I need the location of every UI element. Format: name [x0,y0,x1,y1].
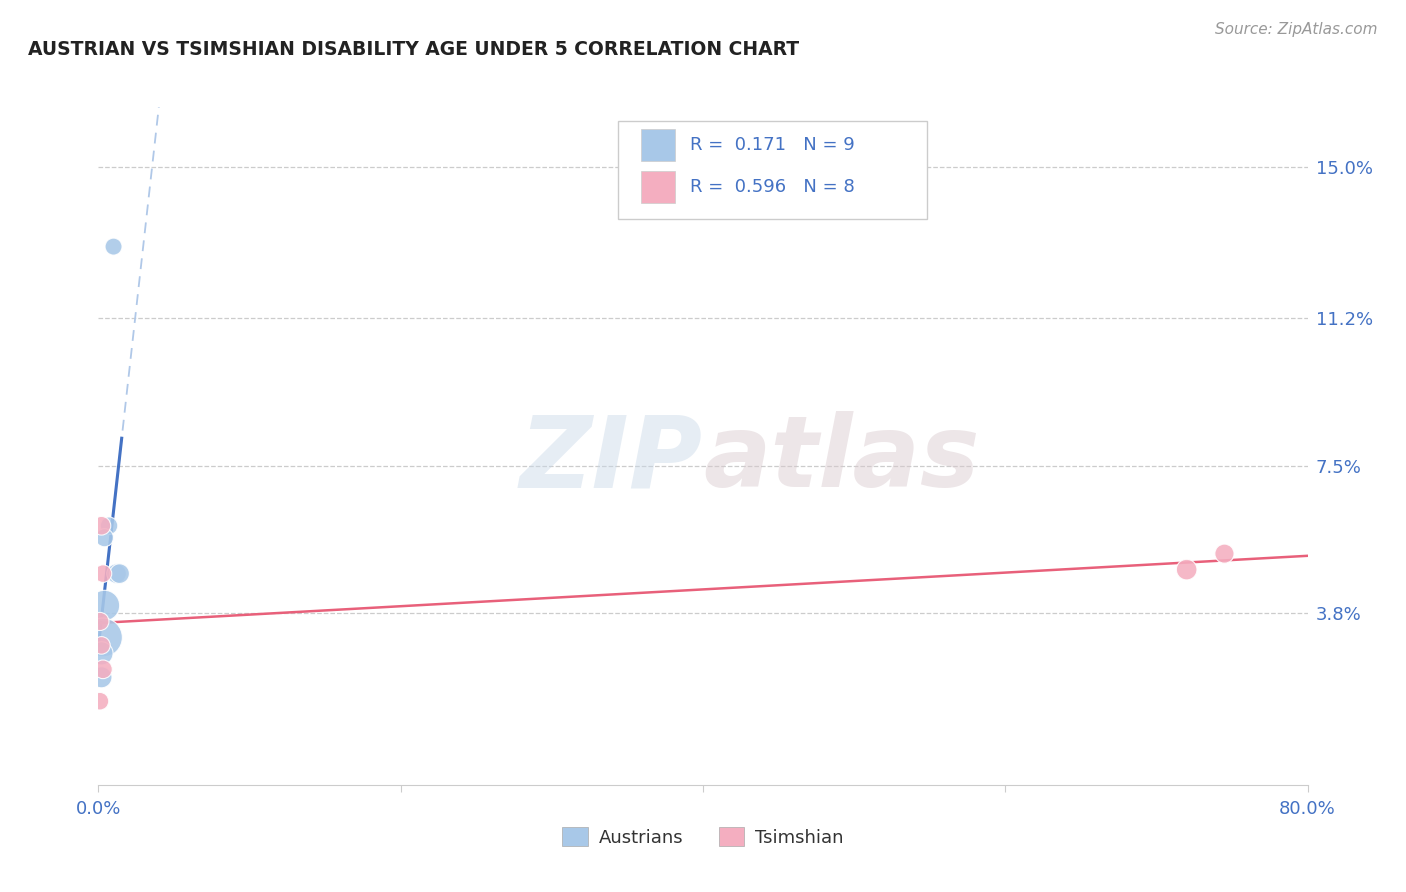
Text: Source: ZipAtlas.com: Source: ZipAtlas.com [1215,22,1378,37]
Point [98,518,121,533]
Point [90,639,112,653]
Text: R =  0.596   N = 8: R = 0.596 N = 8 [690,178,855,196]
FancyBboxPatch shape [641,128,675,161]
Point [91,631,114,645]
Legend: Austrians, Tsimshian: Austrians, Tsimshian [555,820,851,854]
Point [90,670,112,684]
FancyBboxPatch shape [619,120,927,219]
Y-axis label: Disability Age Under 5: Disability Age Under 5 [0,353,8,539]
Text: ZIP: ZIP [520,411,703,508]
Point [108,566,131,581]
Text: atlas: atlas [703,411,980,508]
Point [93,599,115,613]
Point [90,646,112,660]
Point [90,518,112,533]
Point [89,615,111,629]
Point [93,531,115,545]
Point [103,239,125,253]
Text: AUSTRIAN VS TSIMSHIAN DISABILITY AGE UNDER 5 CORRELATION CHART: AUSTRIAN VS TSIMSHIAN DISABILITY AGE UND… [28,40,799,59]
FancyBboxPatch shape [641,170,675,203]
Text: R =  0.171   N = 9: R = 0.171 N = 9 [690,136,855,154]
Point [1213,547,1236,561]
Point [91,662,114,676]
Point [105,566,128,581]
Point [1175,563,1198,577]
Point [91,566,114,581]
Point [89,694,111,708]
